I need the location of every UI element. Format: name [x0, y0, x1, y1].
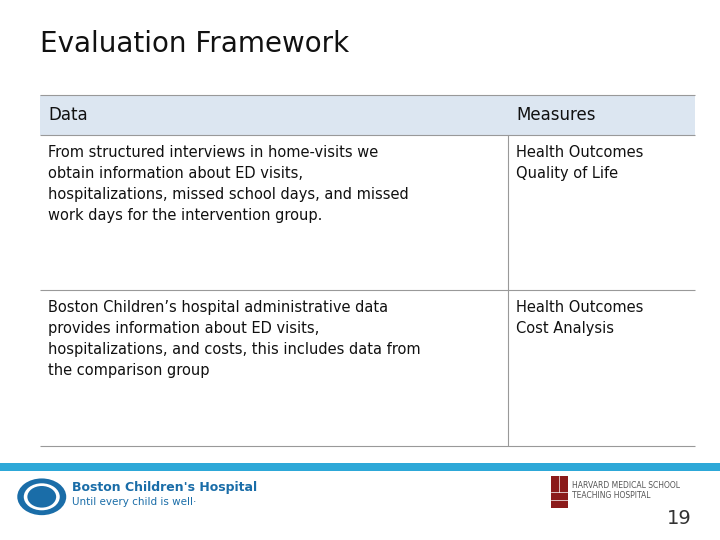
Circle shape [24, 483, 60, 510]
Text: From structured interviews in home-visits we
obtain information about ED visits,: From structured interviews in home-visit… [48, 145, 409, 222]
Bar [551, 476, 568, 508]
Text: 19: 19 [667, 509, 691, 528]
Circle shape [17, 478, 66, 515]
Circle shape [27, 486, 56, 508]
Text: Until every child is well·: Until every child is well· [72, 497, 197, 507]
Text: Data: Data [48, 106, 88, 124]
Text: Measures: Measures [516, 106, 595, 124]
Text: HARVARD MEDICAL SCHOOL
TEACHING HOSPITAL: HARVARD MEDICAL SCHOOL TEACHING HOSPITAL [572, 481, 680, 500]
Text: Boston Children’s hospital administrative data
provides information about ED vis: Boston Children’s hospital administrativ… [48, 300, 421, 378]
Bar [0, 463, 720, 471]
Text: Health Outcomes
Quality of Life: Health Outcomes Quality of Life [516, 145, 644, 181]
Text: Boston Children's Hospital: Boston Children's Hospital [72, 481, 257, 494]
Text: Evaluation Framework: Evaluation Framework [40, 30, 348, 58]
Bar [40, 94, 695, 135]
Text: Health Outcomes
Cost Analysis: Health Outcomes Cost Analysis [516, 300, 644, 336]
